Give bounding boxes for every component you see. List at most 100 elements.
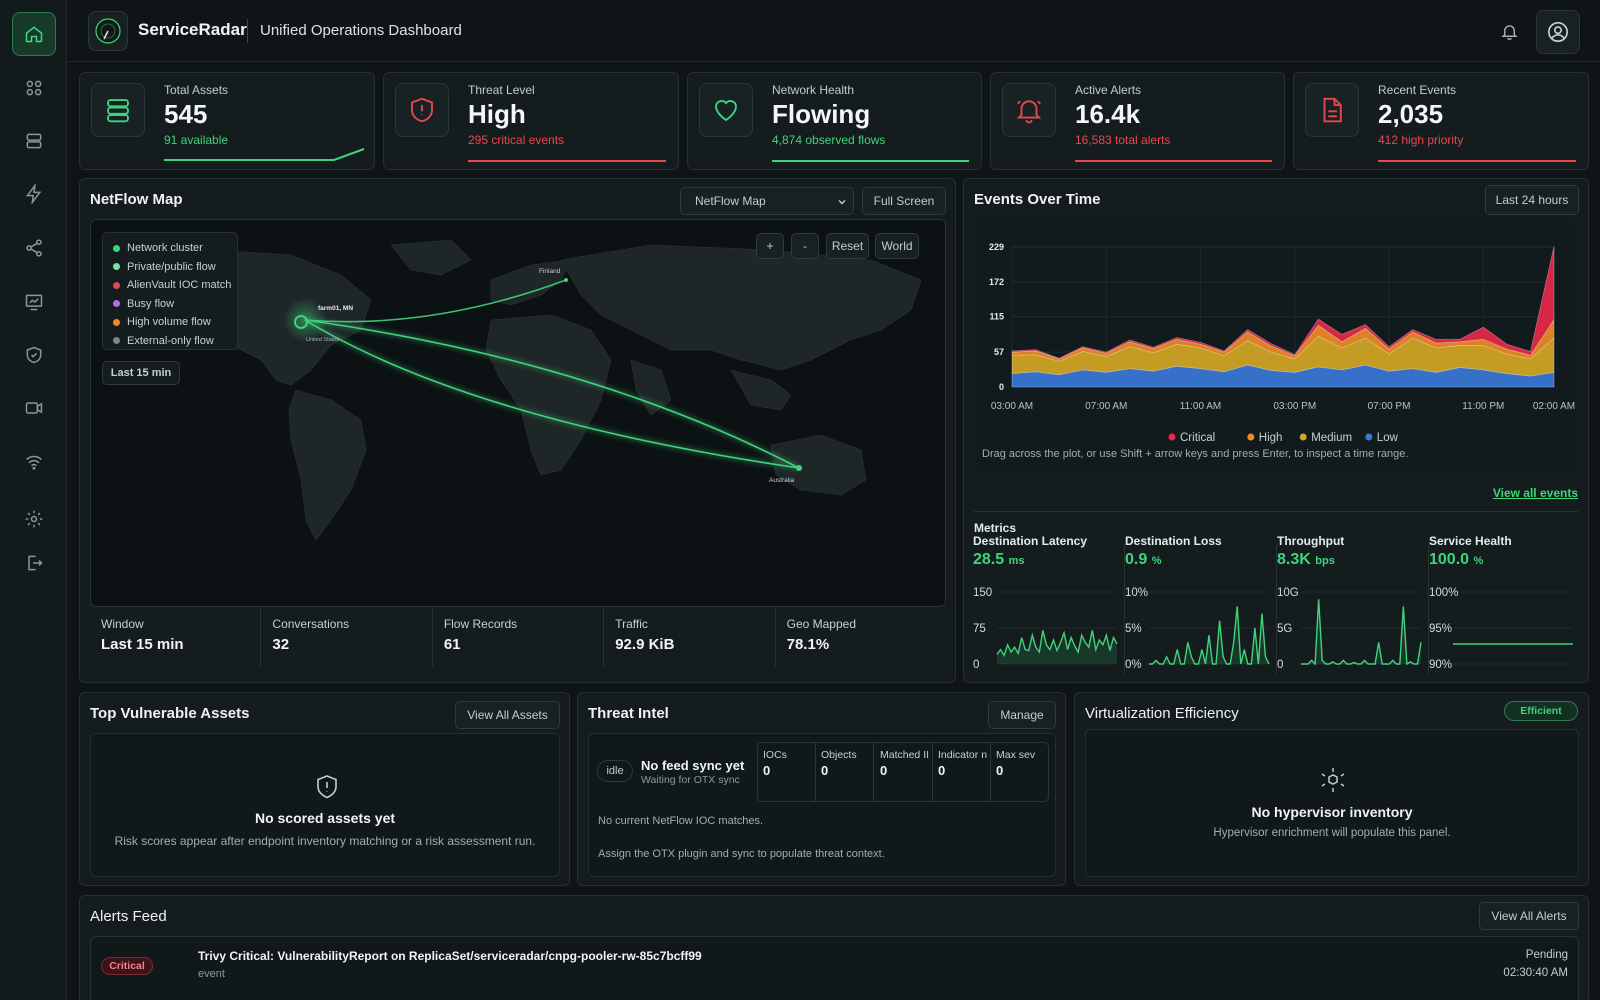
panel-title: Alerts Feed <box>90 908 167 925</box>
kpi-subtext: 16,583 total alerts <box>1075 133 1171 147</box>
kpi-card-recent-events[interactable]: Recent Events 2,035 412 high priority <box>1293 72 1589 170</box>
apps-icon[interactable] <box>12 66 56 110</box>
threat-note: No current NetFlow IOC matches. <box>598 815 764 827</box>
zoom-out-button[interactable]: - <box>791 233 819 259</box>
stat-window: Window Last 15 min <box>90 607 262 667</box>
threat-subheading: Waiting for OTX sync <box>641 774 740 786</box>
alert-title: Trivy Critical: VulnerabilityReport on R… <box>198 949 702 963</box>
metrics-title: Metrics <box>974 521 1017 535</box>
events-chart-svg: 0 57 115 172 229 03:00 AM 07:00 AM 11:00 AM 03:0… <box>989 242 1575 444</box>
devices-icon[interactable] <box>12 119 56 163</box>
view-all-events-link[interactable]: View all events <box>1492 486 1578 500</box>
kpi-value: Flowing <box>772 99 871 129</box>
kpi-value: 545 <box>164 99 208 129</box>
kpi-label: Threat Level <box>468 83 535 97</box>
y-tick-label: 57 <box>994 347 1004 357</box>
chevron-down-icon <box>838 200 846 205</box>
metric-tick: 75 <box>973 623 986 635</box>
kpi-trend-bar <box>1075 160 1272 162</box>
x-tick-label: 03:00 AM <box>991 401 1033 412</box>
file-alert-icon <box>1305 83 1359 137</box>
metric-tick: 5G <box>1277 623 1292 635</box>
world-view-button[interactable]: World <box>875 233 919 259</box>
cameras-icon[interactable] <box>12 386 56 430</box>
fullscreen-button[interactable]: Full Screen <box>862 187 946 215</box>
wifi-icon[interactable] <box>12 440 56 484</box>
metric-destination-loss[interactable]: Destination Loss 0.9 % 10% 5% 0% <box>1125 534 1277 674</box>
security-icon[interactable] <box>12 333 56 377</box>
view-all-alerts-button[interactable]: View All Alerts <box>1479 902 1579 930</box>
metric-line <box>1149 606 1270 665</box>
database-icon <box>91 83 145 137</box>
events-icon[interactable] <box>12 172 56 216</box>
y-tick-label: 229 <box>989 242 1004 252</box>
panel-title: Virtualization Efficiency <box>1085 705 1239 722</box>
x-tick-label: 07:00 AM <box>1085 401 1127 412</box>
kpi-card-active-alerts[interactable]: Active Alerts 16.4k 16,583 total alerts <box>990 72 1285 170</box>
x-tick-label: 03:00 PM <box>1273 401 1316 412</box>
window-badge[interactable]: Last 15 min <box>102 361 180 385</box>
events-chart[interactable]: 0 57 115 172 229 03:00 AM 07:00 AM 11:00 AM 03:0… <box>974 219 1576 473</box>
home-icon[interactable] <box>12 12 56 56</box>
netflow-map-panel: NetFlow Map NetFlow Map Full Screen <box>79 178 956 683</box>
legend-label: Medium <box>1311 432 1352 444</box>
metric-tick: 100% <box>1429 587 1458 599</box>
metric-label: Destination Latency <box>973 534 1088 548</box>
kpi-label: Network Health <box>772 83 855 97</box>
kpi-subtext: 4,874 observed flows <box>772 133 886 147</box>
metric-tick: 10% <box>1125 587 1148 599</box>
notifications-icon[interactable] <box>1494 16 1524 46</box>
events-panel: Events Over Time Last 24 hours 0 57 115 172… <box>963 178 1589 683</box>
network-icon[interactable] <box>12 226 56 270</box>
profile-button[interactable] <box>1536 10 1580 54</box>
legend-label: Critical <box>1180 432 1215 444</box>
stat-iocs: IOCs 0 <box>758 743 816 801</box>
metric-throughput[interactable]: Throughput 8.3K bps 10G 5G 0 <box>1277 534 1429 674</box>
empty-text: Hypervisor enrichment will populate this… <box>1213 827 1451 839</box>
stat-max-sev: Max sev 0 <box>996 749 1036 778</box>
manage-button[interactable]: Manage <box>988 701 1056 729</box>
stat-objects: Objects 0 <box>816 743 874 801</box>
kpi-card-threat-level[interactable]: Threat Level High 295 critical events <box>383 72 679 170</box>
heart-icon <box>699 83 753 137</box>
series-area-critical <box>1011 246 1555 360</box>
reset-view-button[interactable]: Reset <box>826 233 869 259</box>
alert-row[interactable]: Critical Trivy Critical: VulnerabilityRe… <box>90 936 1579 1000</box>
x-tick-label: 02:00 AM <box>1533 401 1575 412</box>
place-label-finland: Finland <box>539 268 561 275</box>
metric-sparkline: 10G 5G 0 <box>1277 587 1422 670</box>
panel-title: Threat Intel <box>588 705 669 722</box>
logout-icon[interactable] <box>12 541 56 585</box>
metric-tick: 5% <box>1125 623 1142 635</box>
kpi-card-total-assets[interactable]: Total Assets 545 91 available <box>79 72 375 170</box>
metric-sparkline: 100% 95% 90% <box>1429 587 1573 670</box>
shield-alert-icon <box>395 83 449 137</box>
metric-destination-latency[interactable]: Destination Latency 28.5 ms 150 75 0 <box>973 534 1125 674</box>
kpi-card-network-health[interactable]: Network Health Flowing 4,874 observed fl… <box>687 72 982 170</box>
x-tick-label: 11:00 PM <box>1462 401 1504 412</box>
metric-tick: 0 <box>973 659 979 670</box>
y-tick-label: 0 <box>999 382 1004 392</box>
view-all-assets-button[interactable]: View All Assets <box>455 701 560 729</box>
vulnerable-assets-panel: Top Vulnerable Assets View All Assets No… <box>79 692 570 886</box>
legend-item: AlienVault IOC match <box>113 276 237 295</box>
alerts-feed-panel: Alerts Feed View All Alerts Critical Tri… <box>79 895 1589 1000</box>
time-range-button[interactable]: Last 24 hours <box>1485 185 1579 215</box>
map-view-select[interactable]: NetFlow Map <box>680 187 854 215</box>
legend-item: Busy flow <box>113 295 237 314</box>
metric-tick: 0 <box>1277 659 1283 670</box>
kpi-subtext: 412 high priority <box>1378 133 1464 147</box>
metric-value: 100.0 % <box>1429 551 1484 568</box>
settings-icon[interactable] <box>12 497 56 541</box>
world-map[interactable]: Finland farm01, MN United States Austral… <box>90 219 946 607</box>
divider <box>974 511 1578 512</box>
analytics-icon[interactable] <box>12 280 56 324</box>
logo-icon[interactable] <box>88 11 128 51</box>
severity-badge: Critical <box>101 957 153 975</box>
metric-value: 8.3K bps <box>1277 551 1335 568</box>
stat-flow-records: Flow Records 61 <box>433 607 605 667</box>
zoom-in-button[interactable]: + <box>756 233 784 259</box>
metric-service-health[interactable]: Service Health 100.0 % 100% 95% 90% <box>1429 534 1577 674</box>
